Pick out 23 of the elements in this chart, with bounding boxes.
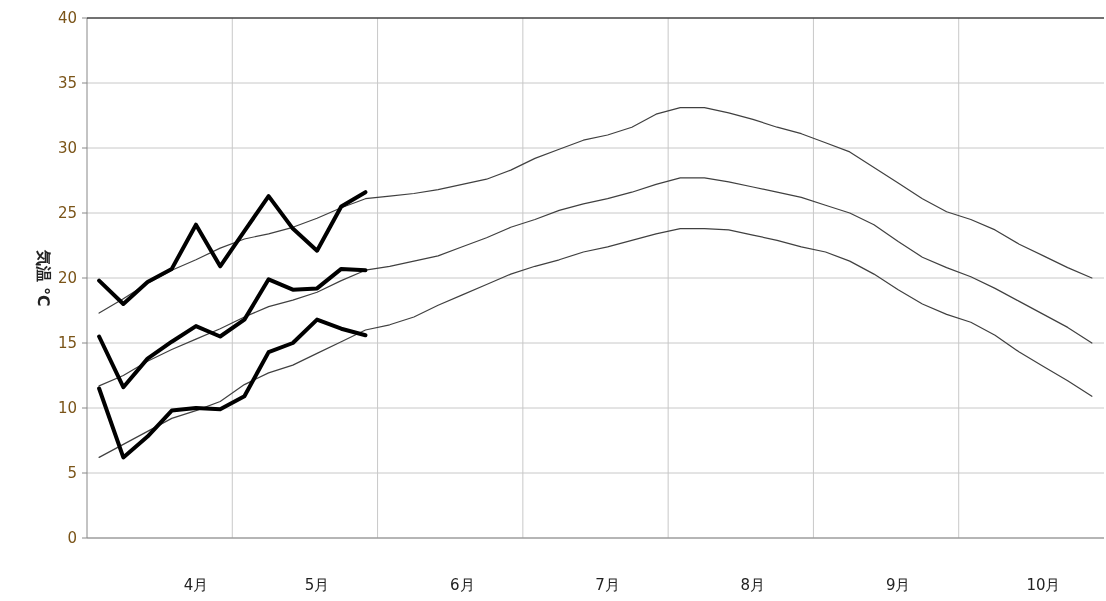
y-tick-label: 10	[57, 399, 77, 417]
y-tick-label: 35	[57, 74, 77, 92]
line-series	[98, 228, 1093, 458]
x-tick-label: 9月	[885, 576, 911, 594]
line-series	[97, 266, 368, 390]
y-tick-label: 15	[57, 334, 77, 352]
y-tick-label: 20	[57, 269, 77, 287]
line-series	[97, 317, 368, 460]
y-axis-title: 気温 ℃	[34, 248, 53, 307]
line-series	[98, 177, 1093, 387]
x-tick-label: 5月	[304, 576, 330, 594]
y-tick-label: 5	[67, 464, 77, 482]
x-tick-label: 4月	[183, 576, 209, 594]
y-tick-label: 30	[57, 139, 77, 157]
line-series	[98, 107, 1093, 314]
y-tick-label: 0	[67, 529, 77, 547]
y-tick-label: 25	[57, 204, 77, 222]
x-tick-label: 7月	[595, 576, 620, 594]
line-series	[97, 190, 368, 306]
y-tick-label: 40	[57, 9, 77, 27]
x-tick-label: 6月	[450, 576, 475, 594]
x-tick-label: 8月	[740, 576, 766, 594]
x-tick-label: 10月	[1026, 576, 1061, 594]
